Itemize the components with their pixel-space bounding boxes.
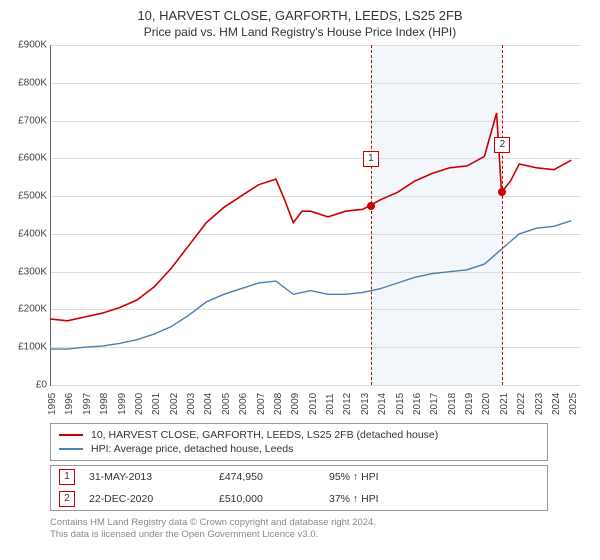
x-axis-label: 1998 — [99, 393, 110, 415]
sale-pct: 95% ↑ HPI — [329, 471, 429, 483]
legend-box: 10, HARVEST CLOSE, GARFORTH, LEEDS, LS25… — [50, 423, 548, 461]
gridline-h — [51, 385, 581, 386]
sales-table: 1 31-MAY-2013£474,95095% ↑ HPI 2 22-DEC-202… — [50, 465, 548, 511]
sale-row-marker: 1 — [59, 469, 75, 485]
legend-label: HPI: Average price, detached house, Leed… — [91, 443, 293, 455]
x-axis-label: 2010 — [308, 393, 319, 415]
x-axis-label: 2008 — [273, 393, 284, 415]
y-axis-label: £500K — [18, 191, 47, 202]
x-axis-label: 2005 — [221, 393, 232, 415]
x-axis-label: 2022 — [516, 393, 527, 415]
x-axis-label: 2001 — [151, 393, 162, 415]
x-axis-label: 2014 — [377, 393, 388, 415]
sale-date: 22-DEC-2020 — [89, 493, 219, 505]
x-axis-label: 2019 — [464, 393, 475, 415]
x-axis-label: 2011 — [325, 393, 336, 415]
x-axis-label: 2020 — [481, 393, 492, 415]
legend-item: HPI: Average price, detached house, Leed… — [59, 442, 539, 456]
legend-item: 10, HARVEST CLOSE, GARFORTH, LEEDS, LS25… — [59, 428, 539, 442]
y-axis-label: £100K — [18, 342, 47, 353]
sale-row: 1 31-MAY-2013£474,95095% ↑ HPI — [51, 466, 547, 488]
x-axis-label: 2016 — [412, 393, 423, 415]
y-axis-label: £0 — [36, 380, 47, 391]
sale-row-marker: 2 — [59, 491, 75, 507]
x-axis-label: 1997 — [82, 393, 93, 415]
footnote-line: This data is licensed under the Open Gov… — [50, 529, 580, 541]
x-axis-label: 2015 — [395, 393, 406, 415]
x-axis-label: 1999 — [117, 393, 128, 415]
y-axis-label: £200K — [18, 304, 47, 315]
sale-marker-box: 2 — [494, 137, 510, 153]
sale-date: 31-MAY-2013 — [89, 471, 219, 483]
y-axis-label: £900K — [18, 40, 47, 51]
x-axis-label: 2012 — [342, 393, 353, 415]
x-axis-label: 2009 — [290, 393, 301, 415]
sale-price: £474,950 — [219, 471, 329, 483]
x-axis-label: 2025 — [568, 393, 579, 415]
chart-title: 10, HARVEST CLOSE, GARFORTH, LEEDS, LS25… — [0, 0, 600, 23]
series-line-hpi — [50, 221, 571, 349]
x-axis-label: 2007 — [256, 393, 267, 415]
x-axis-label: 1996 — [64, 393, 75, 415]
x-axis-label: 1995 — [47, 393, 58, 415]
chart-plot-area: £0£100K£200K£300K£400K£500K£600K£700K£80… — [50, 45, 580, 385]
series-line-property — [50, 113, 571, 321]
footnote: Contains HM Land Registry data © Crown c… — [50, 517, 580, 542]
x-axis-label: 2023 — [534, 393, 545, 415]
line-layer — [50, 45, 580, 385]
y-axis-label: £400K — [18, 228, 47, 239]
legend-swatch — [59, 434, 83, 436]
x-axis-label: 2024 — [551, 393, 562, 415]
x-axis-label: 2018 — [447, 393, 458, 415]
y-axis-label: £700K — [18, 115, 47, 126]
sale-marker-box: 1 — [363, 151, 379, 167]
x-axis-label: 2017 — [429, 393, 440, 415]
x-axis-label: 2000 — [134, 393, 145, 415]
y-axis-label: £800K — [18, 77, 47, 88]
x-axis-label: 2006 — [238, 393, 249, 415]
x-axis-label: 2003 — [186, 393, 197, 415]
chart-container: 10, HARVEST CLOSE, GARFORTH, LEEDS, LS25… — [0, 0, 600, 560]
x-axis-label: 2013 — [360, 393, 371, 415]
y-axis-label: £600K — [18, 153, 47, 164]
sale-pct: 37% ↑ HPI — [329, 493, 429, 505]
y-axis-label: £300K — [18, 266, 47, 277]
chart-subtitle: Price paid vs. HM Land Registry's House … — [0, 23, 600, 45]
legend-swatch — [59, 448, 83, 450]
sale-row: 2 22-DEC-2020£510,00037% ↑ HPI — [51, 488, 547, 510]
footnote-line: Contains HM Land Registry data © Crown c… — [50, 517, 580, 529]
legend-label: 10, HARVEST CLOSE, GARFORTH, LEEDS, LS25… — [91, 429, 438, 441]
x-axis-label: 2004 — [203, 393, 214, 415]
x-axis-label: 2021 — [499, 393, 510, 415]
sale-price: £510,000 — [219, 493, 329, 505]
x-axis-label: 2002 — [169, 393, 180, 415]
